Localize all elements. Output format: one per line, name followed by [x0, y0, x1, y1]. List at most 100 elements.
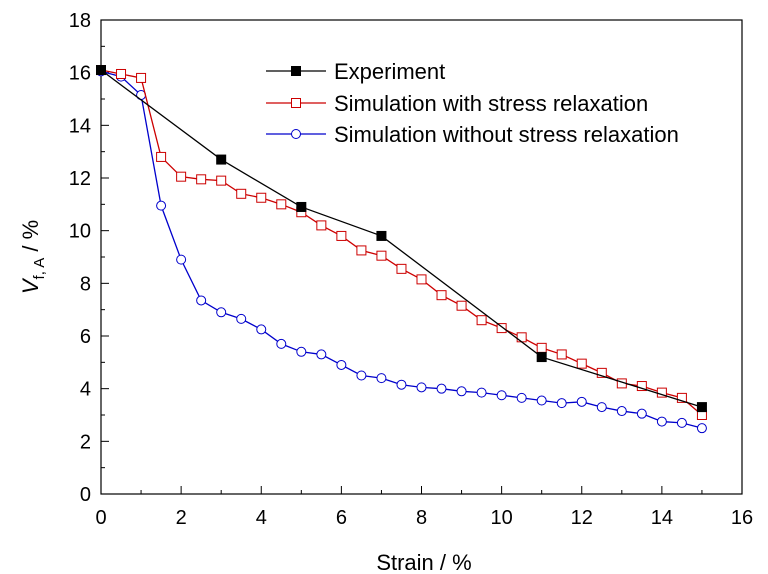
y-tick-label: 8	[80, 273, 91, 295]
data-point-sim-with-relaxation	[276, 199, 287, 210]
data-point-sim-with-relaxation	[456, 300, 467, 311]
data-point-sim-without-relaxation	[256, 324, 267, 335]
legend-marker	[291, 66, 301, 76]
y-axis-title-main: V	[18, 277, 43, 294]
data-point-sim-without-relaxation	[616, 406, 627, 417]
legend-marker	[291, 98, 301, 108]
legend-label: Simulation with stress relaxation	[334, 91, 648, 116]
data-point-sim-without-relaxation	[636, 408, 647, 419]
data-point-sim-with-relaxation	[496, 323, 507, 334]
legend: Experiment Simulation with stress relaxat…	[266, 59, 679, 147]
y-tick-label: 2	[80, 431, 91, 453]
data-point-sim-with-relaxation	[196, 174, 207, 185]
data-point-sim-without-relaxation	[356, 370, 367, 381]
data-point-sim-without-relaxation	[316, 349, 327, 360]
data-point-experiment	[696, 402, 707, 413]
x-tick-label: 0	[95, 507, 106, 529]
data-point-sim-without-relaxation	[556, 398, 567, 409]
x-tick-label: 6	[336, 507, 347, 529]
y-tick-labels: 0 2 4 6 8 10 12 14 16 18	[69, 10, 91, 506]
legend-label: Experiment	[334, 59, 445, 84]
data-point-sim-without-relaxation	[376, 373, 387, 384]
x-tick-label: 2	[176, 507, 187, 529]
series-experiment	[96, 65, 707, 413]
y-tick-label: 14	[69, 115, 91, 137]
axis-ticks	[100, 19, 743, 495]
data-point-sim-with-relaxation	[356, 245, 367, 256]
y-axis-title: Vf, A / %	[18, 220, 48, 294]
data-point-sim-without-relaxation	[456, 386, 467, 397]
data-point-sim-without-relaxation	[336, 359, 347, 370]
data-point-sim-with-relaxation	[216, 175, 227, 186]
data-point-sim-with-relaxation	[576, 358, 587, 369]
data-point-sim-without-relaxation	[296, 346, 307, 357]
y-axis-title-unit: / %	[18, 220, 43, 258]
data-point-sim-with-relaxation	[236, 188, 247, 199]
series-layer	[96, 65, 707, 434]
data-point-sim-with-relaxation	[676, 392, 687, 403]
legend-label: Simulation without stress relaxation	[334, 122, 679, 147]
series-line-experiment	[100, 69, 703, 408]
data-point-sim-with-relaxation	[336, 230, 347, 241]
data-point-sim-without-relaxation	[396, 379, 407, 390]
data-point-sim-without-relaxation	[536, 395, 547, 406]
y-tick-label: 0	[80, 484, 91, 506]
data-point-sim-with-relaxation	[636, 381, 647, 392]
data-point-sim-with-relaxation	[416, 274, 427, 285]
data-point-experiment	[96, 65, 106, 76]
legend-entry-sim-without-relaxation: Simulation without stress relaxation	[266, 122, 679, 147]
data-point-sim-with-relaxation	[396, 263, 407, 274]
data-point-sim-with-relaxation	[516, 332, 527, 343]
data-point-sim-without-relaxation	[196, 295, 207, 306]
data-point-sim-with-relaxation	[476, 315, 487, 326]
data-point-sim-without-relaxation	[496, 390, 507, 401]
data-point-sim-without-relaxation	[276, 338, 287, 349]
data-point-sim-with-relaxation	[376, 250, 387, 261]
data-point-sim-without-relaxation	[596, 402, 607, 413]
data-point-sim-with-relaxation	[156, 151, 167, 162]
series-sim-with-relaxation	[96, 65, 707, 420]
x-tick-label: 12	[571, 507, 593, 529]
data-point-sim-with-relaxation	[116, 68, 127, 79]
x-tick-label: 10	[491, 507, 513, 529]
data-point-sim-without-relaxation	[696, 423, 707, 434]
y-tick-label: 12	[69, 168, 91, 190]
data-point-sim-without-relaxation	[476, 387, 487, 398]
data-point-sim-with-relaxation	[256, 192, 267, 203]
data-point-sim-without-relaxation	[216, 307, 227, 318]
data-point-sim-without-relaxation	[436, 383, 447, 394]
data-point-sim-with-relaxation	[176, 171, 187, 182]
data-point-sim-with-relaxation	[136, 72, 147, 83]
data-point-sim-with-relaxation	[596, 367, 607, 378]
x-tick-label: 16	[731, 507, 753, 529]
data-point-sim-with-relaxation	[316, 220, 327, 231]
y-tick-label: 4	[80, 379, 91, 401]
data-point-sim-with-relaxation	[536, 342, 547, 353]
y-tick-label: 10	[69, 221, 91, 243]
y-tick-label: 18	[69, 10, 91, 32]
y-tick-label: 6	[80, 326, 91, 348]
y-tick-label: 16	[69, 63, 91, 85]
data-point-sim-without-relaxation	[416, 382, 427, 393]
data-point-experiment	[376, 230, 387, 241]
x-tick-label: 14	[651, 507, 673, 529]
data-point-sim-without-relaxation	[236, 313, 247, 324]
x-tick-label: 8	[416, 507, 427, 529]
data-point-sim-without-relaxation	[676, 417, 687, 428]
data-point-experiment	[296, 201, 307, 212]
data-point-sim-without-relaxation	[656, 416, 667, 427]
data-point-sim-with-relaxation	[436, 290, 447, 301]
legend-entry-experiment: Experiment	[266, 59, 445, 84]
x-axis-title: Strain / %	[376, 550, 471, 574]
legend-entry-sim-with-relaxation: Simulation with stress relaxation	[266, 91, 648, 116]
y-axis-title-subscript: f, A	[31, 258, 48, 280]
data-point-sim-without-relaxation	[176, 254, 187, 265]
data-point-sim-with-relaxation	[556, 349, 567, 360]
data-point-sim-without-relaxation	[516, 392, 527, 403]
legend-marker	[291, 129, 301, 139]
x-tick-label: 4	[256, 507, 267, 529]
data-point-experiment	[536, 352, 547, 363]
x-tick-labels: 0 2 4 6 8 10 12 14 16	[95, 507, 753, 529]
data-point-sim-without-relaxation	[576, 396, 587, 407]
